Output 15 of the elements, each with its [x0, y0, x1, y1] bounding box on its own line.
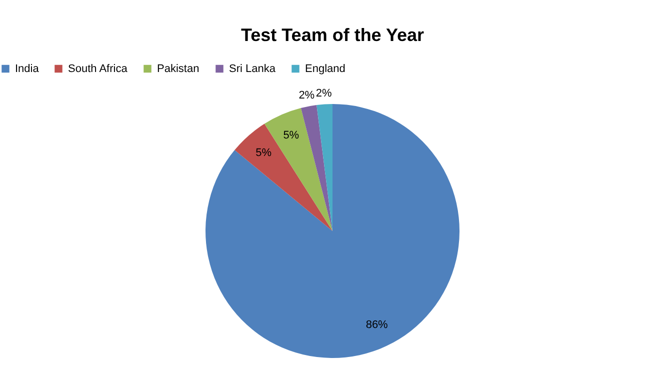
- data-label: 5%: [256, 146, 272, 159]
- pie-slice: [234, 124, 332, 231]
- pie-slice: [316, 104, 332, 231]
- pie-slice: [300, 105, 332, 231]
- legend-label: Sri Lanka: [229, 62, 276, 75]
- data-label: 2%: [298, 89, 315, 102]
- data-label: 5%: [283, 129, 300, 142]
- legend-label: Pakistan: [157, 62, 200, 75]
- legend-label: England: [305, 62, 346, 75]
- data-label: 86%: [366, 319, 388, 332]
- chart-title: Test Team of the Year: [240, 25, 424, 45]
- data-label: 2%: [316, 87, 332, 100]
- legend-label: India: [15, 62, 40, 75]
- pie-slice: [206, 104, 460, 358]
- legend-label: South Africa: [68, 62, 128, 75]
